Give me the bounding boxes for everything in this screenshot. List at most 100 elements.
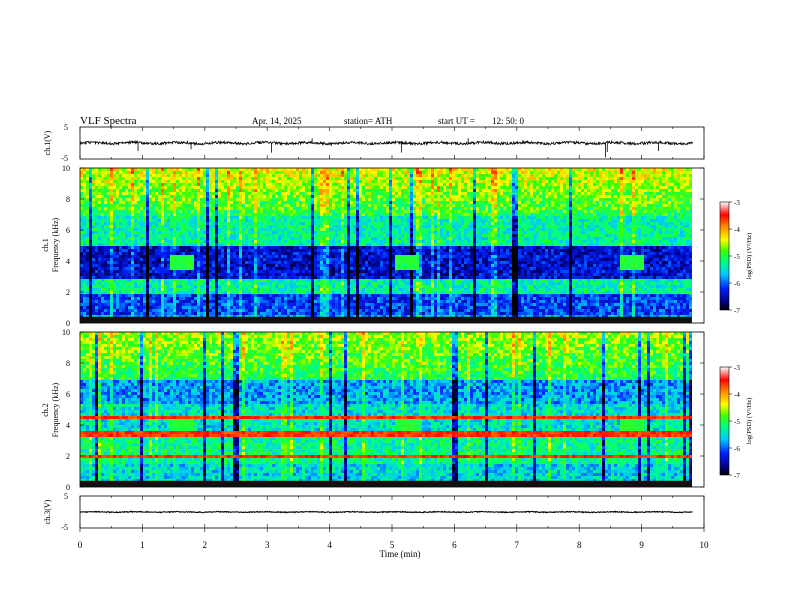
s1-cell (347, 282, 351, 286)
s1-cell (350, 297, 354, 301)
s1-cell (113, 270, 117, 274)
s1-cell (326, 201, 330, 205)
s1-cell (344, 237, 348, 241)
s1-cell (296, 288, 300, 292)
s1-cell (182, 198, 186, 202)
s1-cell (269, 201, 273, 205)
s1-cell (194, 312, 198, 316)
s1-cell (251, 246, 255, 250)
s1-cell (305, 258, 309, 262)
s1-cell (299, 186, 303, 190)
s1-cell (296, 201, 300, 205)
s1-cell (263, 255, 267, 259)
s1-cell (140, 312, 144, 316)
s1-cell (152, 300, 156, 304)
s1-cell (209, 219, 213, 223)
s1-cell (230, 228, 234, 232)
s1-cell (125, 276, 129, 280)
s1-cell (290, 303, 294, 307)
s1-cell (176, 249, 180, 253)
s1-cell (200, 279, 204, 283)
s1-cell (122, 288, 126, 292)
s1-cell (176, 195, 180, 199)
s1-cell (356, 249, 360, 253)
s1-cell (281, 192, 285, 196)
s1-cell (113, 300, 117, 304)
s1-cell (290, 207, 294, 211)
s1-cell (314, 291, 318, 295)
s1-cell (320, 258, 324, 262)
s1-cell (185, 168, 189, 172)
s1-cell (212, 168, 216, 172)
s1-cell (347, 297, 351, 301)
s1-cell (302, 192, 306, 196)
s1-cell (350, 243, 354, 247)
s1-cell (92, 171, 96, 175)
s1-cell (107, 237, 111, 241)
s1-cell (245, 222, 249, 226)
s1-cell (338, 207, 342, 211)
s1-cell (200, 237, 204, 241)
s1-cell (218, 234, 222, 238)
s1-cell (161, 264, 165, 268)
s1-cell (152, 270, 156, 274)
s1-cell (155, 186, 159, 190)
s1-cell (152, 312, 156, 316)
s1-cell (119, 297, 123, 301)
s1-cell (317, 276, 321, 280)
s1-cell (236, 312, 240, 316)
s1-cell (158, 225, 162, 229)
s1-cell (200, 177, 204, 181)
s1-cell (122, 177, 126, 181)
s1-cell (98, 258, 102, 262)
s1-cell (155, 246, 159, 250)
s1-cell (341, 186, 345, 190)
s1-cell (113, 231, 117, 235)
s1-cell (293, 198, 297, 202)
s1-cell (341, 204, 345, 208)
s1-cell (152, 291, 156, 295)
s1-cell (224, 228, 228, 232)
s1-cell (293, 243, 297, 247)
s1-cell (341, 252, 345, 256)
s1-cell (359, 207, 363, 211)
s1-cell (353, 174, 357, 178)
s1-cell (170, 255, 174, 259)
s1-cell (206, 276, 210, 280)
s1-cell (299, 312, 303, 316)
s1-cell (242, 261, 246, 265)
s1-cell (203, 276, 207, 280)
s1-cell (257, 180, 261, 184)
s1-cell (125, 192, 129, 196)
s1-cell (293, 297, 297, 301)
s1-cell (314, 210, 318, 214)
s1-cell (350, 282, 354, 286)
ch1-waveform-panel: 5 -5 ch.1(V) (43, 123, 705, 163)
s1-cell (239, 252, 243, 256)
s1-cell (299, 255, 303, 259)
s1-cell (131, 207, 135, 211)
s1-cell (137, 195, 141, 199)
s1-cell (107, 213, 111, 217)
s1-cell (329, 300, 333, 304)
s1-cell (248, 273, 252, 277)
s1-cell (116, 219, 120, 223)
s1-cell (305, 195, 309, 199)
s1-cell (122, 252, 126, 256)
s1-cell (239, 171, 243, 175)
s1-cell (104, 237, 108, 241)
s1-cell (122, 231, 126, 235)
s1-cell (347, 219, 351, 223)
s1-cell (275, 222, 279, 226)
s1-cell (164, 300, 168, 304)
s1-cell (248, 276, 252, 280)
s1-cell (263, 240, 267, 244)
s1-cell (167, 315, 171, 319)
s1-cell (287, 207, 291, 211)
s1-cell (86, 273, 90, 277)
s1-cell (125, 198, 129, 202)
s1-cell (95, 198, 99, 202)
s1-cell (158, 183, 162, 187)
s1-cell (92, 285, 96, 289)
s1-cell (335, 186, 339, 190)
